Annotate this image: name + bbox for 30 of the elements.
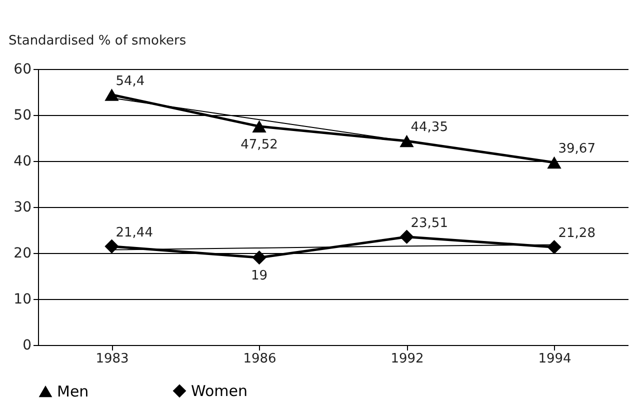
data-label: 44,35 [410,120,448,135]
x-tick-label: 1992 [390,352,424,366]
y-axis-title: Standardised % of smokers [8,34,186,48]
point [400,230,414,244]
data-label: 19 [250,268,268,284]
data-label: 39,67 [558,142,596,157]
data-label: 23,51 [410,216,448,231]
y-tick-label: 60 [14,62,32,78]
data-label: 54,4 [116,74,145,89]
x-tick-label: 1994 [538,352,572,366]
y-tick-label: 10 [14,292,32,308]
y-tick-label: 50 [14,108,32,124]
point [252,250,266,265]
point [104,88,119,101]
point [104,239,119,254]
data-label: 21,44 [116,225,153,240]
point [547,240,562,254]
data-label: 47,52 [240,137,278,152]
y-tick-label: 20 [14,246,32,262]
legend-label: Women [191,382,248,400]
point [547,156,562,169]
x-tick-label: 1983 [96,352,129,366]
y-tick-label: 0 [22,338,32,354]
point [252,120,266,133]
data-label: 21,28 [558,226,596,242]
x-tick-label: 1986 [243,352,276,366]
point [400,134,414,148]
y-tick-label: 30 [14,200,32,216]
legend-label: Men [57,382,89,400]
y-tick-label: 40 [14,154,32,170]
